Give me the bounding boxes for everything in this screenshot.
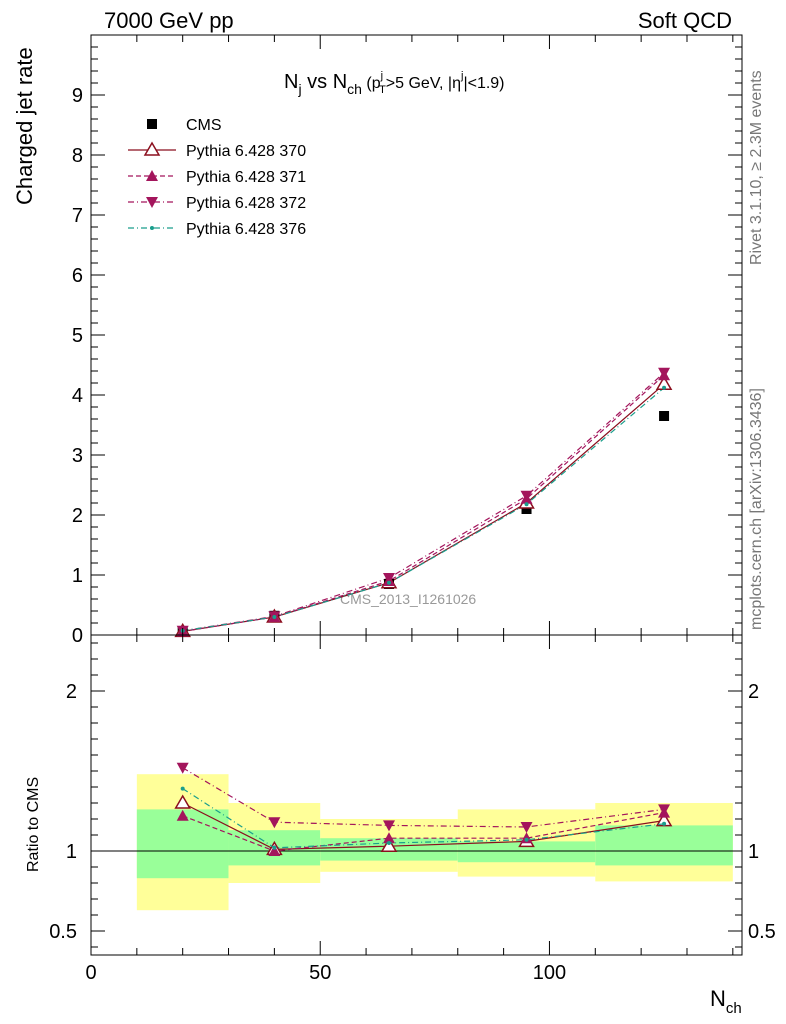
legend-label-4: Pythia 6.428 376: [186, 221, 306, 238]
ratio-point-1-2: [382, 832, 395, 844]
ratio-point-2-3: [520, 822, 533, 833]
ratio-frame: [90, 634, 743, 956]
legend-marker-0: [147, 119, 157, 129]
ratio-y-tick-label: 1: [66, 841, 77, 863]
ratio-point-3-0: [180, 786, 185, 791]
ratio-point-2-4: [658, 804, 671, 816]
data-point-4-4: [662, 385, 667, 390]
ratio-point-3-4: [662, 821, 667, 826]
legend-marker-1: [143, 141, 161, 156]
x-tick-label: 50: [309, 962, 331, 984]
ratio-y-tick-label: 0.5: [49, 921, 77, 943]
x-axis-label: Nch: [710, 986, 742, 1017]
data-point-4-2: [386, 580, 391, 585]
legend-marker-2: [146, 170, 158, 181]
main-y-tick-label: 9: [72, 85, 83, 107]
watermark: CMS_2013_I1261026: [340, 591, 476, 607]
main-y-tick-label: 6: [72, 265, 83, 287]
ratio-point-2-0: [176, 762, 189, 774]
main-y-tick-label: 1: [72, 565, 83, 587]
ratio-point-1-0: [176, 809, 189, 821]
main-y-tick-label: 4: [72, 385, 83, 407]
ratio-band-stat-3: [457, 841, 596, 863]
ratio-point-2-1: [268, 817, 281, 829]
main-y-tick-label: 3: [72, 445, 83, 467]
ratio-y-tick-label-right: 1: [748, 841, 759, 863]
legend: CMS Pythia 6.428 370 Pythia 6.428 371 Pythi…: [128, 117, 306, 238]
ratio-point-3-3: [524, 837, 529, 842]
ratio-point-1-3: [520, 832, 533, 844]
data-point-4-3: [524, 502, 529, 507]
ratio-y-tick-label: 2: [66, 681, 77, 703]
ratio-point-3-1: [272, 845, 277, 850]
header-left: 7000 GeV pp: [104, 8, 234, 33]
ratio-point-0-2: [380, 837, 398, 852]
data-point-3-4: [658, 367, 671, 379]
ratio-point-3-2: [386, 841, 391, 845]
data-point-0-3: [521, 504, 532, 514]
main-ylabel: Charged jet rate: [12, 47, 37, 205]
source-label: mcplots.cern.ch [arXiv:1306.3436]: [748, 388, 765, 630]
ratio-band-stat-0: [136, 809, 229, 879]
ratio-plot-panel: 0 50 100 0.5 0.5 1 1 2 2: [49, 634, 776, 984]
x-tick-label: 0: [85, 962, 96, 984]
legend-label-0: CMS: [186, 117, 222, 134]
ratio-line-1: [182, 812, 665, 852]
data-point-3-3: [520, 490, 533, 502]
main-y-tick-label: 2: [72, 505, 83, 527]
data-point-4-1: [272, 615, 277, 619]
x-tick-label: 100: [533, 962, 566, 984]
legend-marker-4: [150, 226, 154, 230]
legend-marker-3: [146, 197, 158, 208]
plot-title: Nj vs Nch (pj T>5 GeV, |ηj|<1.9): [284, 70, 505, 97]
main-y-tick-label: 7: [72, 205, 83, 227]
ratio-y-tick-label-right: 2: [748, 681, 759, 703]
main-plot-panel: 1 2 3 4 5 6 7 8 9 0: [72, 34, 743, 647]
main-y-tick-label: 5: [72, 325, 83, 347]
data-point-3-2: [382, 573, 395, 584]
ratio-band-stat-4: [595, 825, 733, 866]
ratio-point-1-1: [268, 845, 281, 856]
header-right: Soft QCD: [638, 8, 732, 33]
data-point-0-4: [659, 411, 670, 421]
legend-label-2: Pythia 6.428 371: [186, 169, 306, 186]
rivet-label: Rivet 3.1.10, ≥ 2.3M events: [748, 70, 765, 265]
ratio-point-2-2: [382, 820, 395, 832]
legend-label-3: Pythia 6.428 372: [186, 195, 306, 212]
ratio-y-tick-label-right: 0.5: [748, 921, 776, 943]
legend-label-1: Pythia 6.428 370: [186, 143, 306, 160]
ratio-ylabel: Ratio to CMS: [25, 777, 42, 872]
main-y-tick-label: 8: [72, 145, 83, 167]
ratio-point-0-0: [174, 794, 191, 809]
main-y-tick-label: 0: [72, 625, 83, 647]
